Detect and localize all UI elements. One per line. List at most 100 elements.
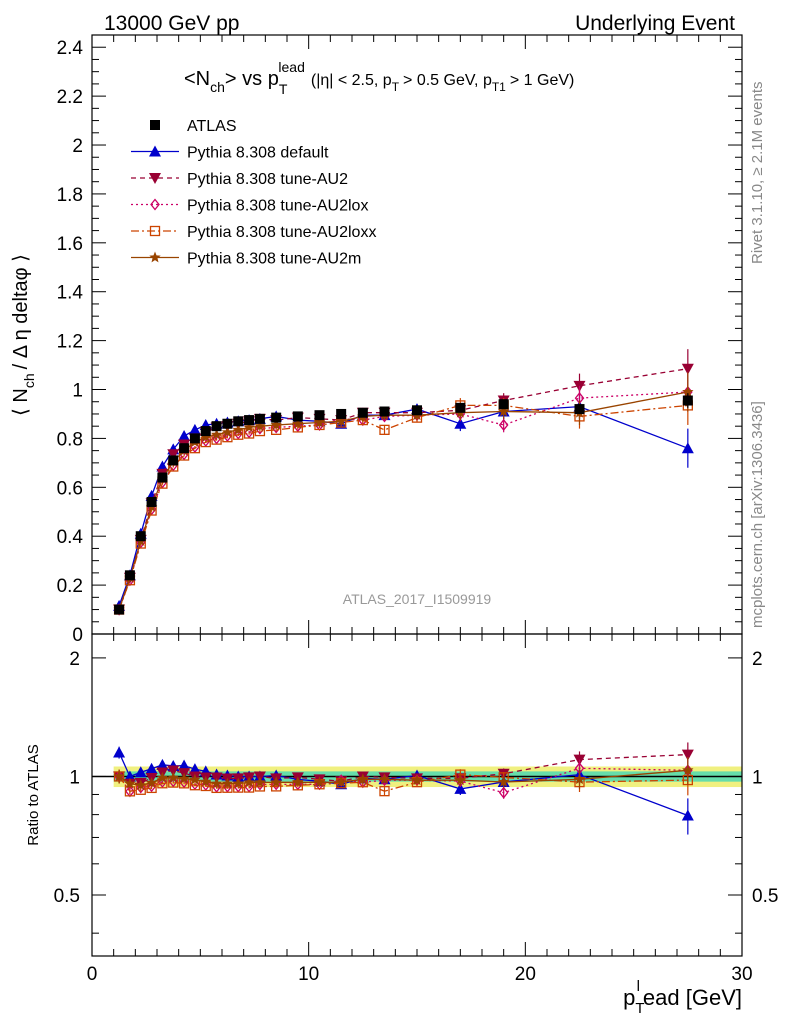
ratio-plot-frame [91,633,743,957]
data-point [357,407,368,418]
ratio-point [178,772,190,784]
x-tick-label: 0 [87,964,98,985]
legend-marker [150,120,160,130]
data-point [211,421,222,432]
title-part-a: <N [184,68,210,90]
data-point [254,420,266,431]
legend-item: Pythia 8.308 tune-AU2loxx [131,224,376,241]
data-point [292,417,304,429]
data-point [335,415,347,427]
legend-item: Pythia 8.308 default [131,145,329,162]
legend-marker [149,173,161,184]
legend-item: Pythia 8.308 tune-AU2m [131,251,361,268]
data-point [314,410,325,421]
data-point [188,423,201,435]
data-point [200,431,212,442]
ratio-point [113,746,126,758]
data-point [157,472,168,483]
ratio-point [134,766,147,778]
legend-label: ATLAS [187,118,237,135]
ratio-point [189,773,201,785]
x-tick-label: 30 [731,964,752,985]
data-point [681,363,694,375]
ratio-point [454,782,467,794]
ratio-point [210,777,223,789]
data-point [454,417,467,429]
analysis-watermark: ATLAS_2017_I1509919 [343,591,492,607]
ratio-point [411,774,423,786]
main-y-tick-label: 2 [72,136,83,157]
data-point [574,404,585,415]
main-y-tick-label: 0.4 [57,527,84,548]
legend-item: Pythia 8.308 tune-AU2 [131,171,348,188]
series-atlas [114,393,693,615]
title-part-c-sub: T [392,80,400,94]
data-point [412,405,422,416]
series-pythia-8-308-tune-au2lox [114,372,693,616]
xlabel-part-a: p [623,985,635,1010]
ratio-y-tick-label: 2 [69,649,80,670]
data-point [270,419,282,430]
ratio-point [135,779,147,791]
ylabel-part-sub: ch [21,373,37,388]
xlabel-part-b: ead [GeV] [643,985,742,1010]
data-point [124,570,135,581]
data-point [498,399,509,410]
legend-marker [150,198,160,211]
title-part-e: > 1 GeV) [510,72,574,89]
ratio-point [200,775,212,787]
legend: ATLAS Pythia 8.308 default Pythia 8.308 tu… [131,118,376,268]
xlabel-part-sub: T [635,1000,644,1017]
main-y-tick-label: 1.8 [57,185,83,206]
main-y-tick-label: 1.6 [57,234,83,255]
ratio-point [167,765,180,777]
data-point [146,503,157,516]
ratio-y-tick-label-right: 1 [752,767,763,788]
main-y-tick-label: 2.4 [57,38,84,59]
mcplots-label: mcplots.cern.ch [arXiv:1306.3436] [749,401,766,628]
ylabel-part-b: / Δ η deltaφ ⟩ [10,254,32,369]
ratio-point [167,771,179,783]
title-part-d: > 0.5 GeV, p [403,72,492,89]
data-point [271,412,282,423]
data-point [681,442,694,454]
main-title: <Nch> vs pTlead(|η| < 2.5, pT > 0.5 GeV, … [184,59,574,97]
series-pythia-8-308-tune-au2 [113,349,694,616]
main-y-tick-label: 0 [72,625,83,646]
main-y-axis-label: ⟨ Nch / Δ η deltaφ ⟩ [10,254,37,416]
title-part-c: (|η| < 2.5, p [311,72,392,89]
legend-item: ATLAS [150,118,237,135]
data-point [167,449,180,461]
ratio-point [124,777,136,789]
data-point [189,433,200,444]
x-tick-label: 10 [298,964,319,985]
legend-label: Pythia 8.308 default [187,145,329,162]
data-point [210,428,223,440]
data-point [200,426,211,437]
ratio-point [145,762,158,774]
data-point [233,416,244,427]
xlabel-part-sup: l [637,978,640,995]
ratio-point [681,809,694,821]
data-point [313,416,326,428]
legend-marker [149,251,161,263]
ratio-point [573,773,586,785]
legend-label: Pythia 8.308 tune-AU2m [187,251,361,268]
data-point [243,421,255,433]
data-point [244,415,255,426]
data-point [336,408,347,419]
data-point [179,443,190,454]
ratio-point [156,771,169,783]
series-line [118,368,688,610]
data-point [232,423,244,435]
data-point [178,429,191,441]
data-point [292,411,303,422]
ratio-point [292,776,304,788]
ratio-y-tick-label: 0.5 [54,886,80,907]
ratio-point [335,776,347,788]
chart-dynamic-layer: 0 10 20 30 0 0.2 0.4 0.6 0.8 1 1.2 1.4 1.6 1.8 2 2.2 2.4… [54,34,778,985]
header-left-label: 13000 GeV pp [104,12,239,35]
series-pythia-8-308-tune-au2m [113,372,694,615]
ratio-point [270,776,282,788]
